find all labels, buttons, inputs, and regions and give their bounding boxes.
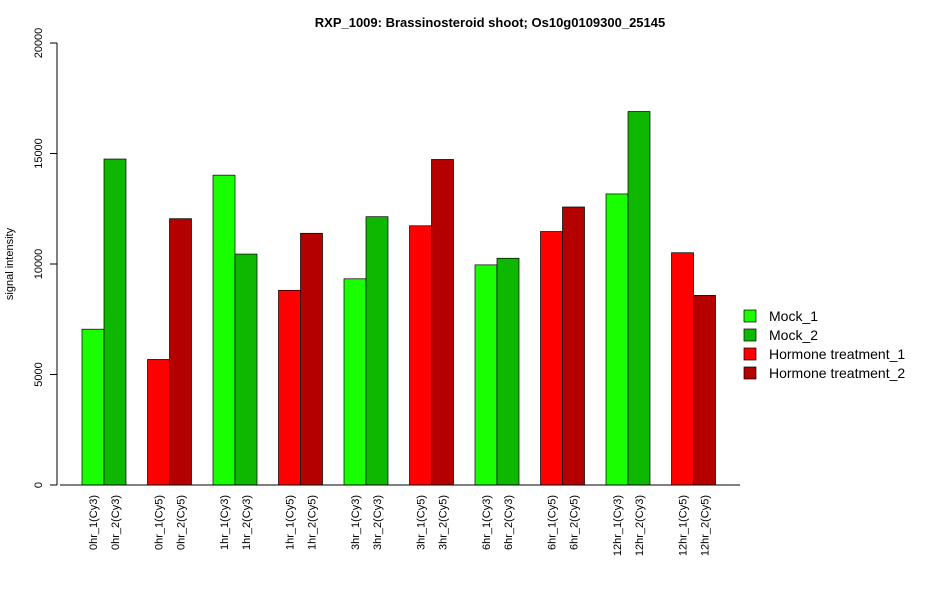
bar: [605, 193, 629, 486]
legend-label: Hormone treatment_2: [769, 365, 905, 381]
legend-label: Hormone treatment_1: [769, 346, 905, 362]
x-tick-label: 3hr_1(Cy3): [350, 495, 362, 550]
x-tick-label: 6hr_1(Cy3): [481, 495, 493, 550]
bar: [212, 174, 236, 486]
x-tick-label: 0hr_1(Cy3): [88, 495, 100, 550]
x-tick-label: 12hr_2(Cy3): [634, 495, 646, 556]
x-tick-label: 0hr_1(Cy5): [154, 495, 166, 550]
bar: [627, 111, 651, 486]
x-tick-label: 0hr_2(Cy5): [176, 495, 188, 550]
legend-swatch: [743, 366, 757, 380]
bar: [409, 225, 432, 486]
x-tick-label: 0hr_2(Cy3): [110, 495, 122, 550]
x-tick-label: 3hr_1(Cy5): [416, 495, 428, 550]
x-tick-label: 6hr_2(Cy3): [503, 495, 515, 550]
y-tick-label: 20000: [33, 28, 45, 59]
bar: [300, 232, 323, 486]
legend-label: Mock_2: [769, 327, 818, 343]
bar: [693, 295, 716, 486]
bar: [343, 278, 367, 486]
x-tick-label: 6hr_1(Cy5): [547, 495, 559, 550]
y-tick-label: 10000: [33, 249, 45, 280]
bar: [496, 257, 520, 486]
bar: [365, 216, 389, 486]
x-tick-label: 3hr_2(Cy3): [372, 495, 384, 550]
x-tick-label: 6hr_2(Cy5): [569, 495, 581, 550]
legend-swatch: [743, 347, 757, 361]
bar: [562, 206, 585, 486]
bar: [234, 253, 258, 486]
bar: [103, 158, 127, 486]
x-tick-label: 3hr_2(Cy5): [438, 495, 450, 550]
y-tick-label: 5000: [33, 362, 45, 386]
legend: Mock_1 Mock_2 Hormone treatment_1 Hormone t…: [743, 308, 905, 381]
x-tick-label: 1hr_1(Cy3): [219, 495, 231, 550]
bar: [169, 218, 192, 486]
y-axis: 0 5000 10000 15000 20000: [33, 28, 58, 488]
bar: [81, 328, 105, 486]
x-tick-label: 1hr_2(Cy5): [307, 495, 319, 550]
x-tick-label: 1hr_1(Cy5): [285, 495, 297, 550]
y-tick-label: 15000: [33, 138, 45, 169]
x-tick-label: 12hr_1(Cy3): [612, 495, 624, 556]
bar: [671, 252, 694, 486]
legend-swatch: [743, 328, 757, 342]
y-tick-label: 0: [33, 482, 45, 488]
x-tick-label: 12hr_1(Cy5): [678, 495, 690, 556]
bar: [147, 359, 170, 486]
bar: [474, 264, 498, 486]
bar: [431, 159, 454, 486]
legend-swatch: [743, 309, 757, 323]
bar: [540, 231, 563, 486]
x-tick-label: 1hr_2(Cy3): [241, 495, 253, 550]
chart-title: RXP_1009: Brassinosteroid shoot; Os10g01…: [315, 15, 665, 30]
x-tick-label: 12hr_2(Cy5): [700, 495, 712, 556]
bars-group: [81, 111, 716, 486]
legend-label: Mock_1: [769, 308, 818, 324]
bar: [278, 289, 301, 486]
x-tick-labels: 0hr_1(Cy3) 0hr_2(Cy3) 0hr_1(Cy5) 0hr_2(Cy5)…: [88, 495, 712, 556]
y-axis-label: signal intensity: [4, 227, 16, 300]
